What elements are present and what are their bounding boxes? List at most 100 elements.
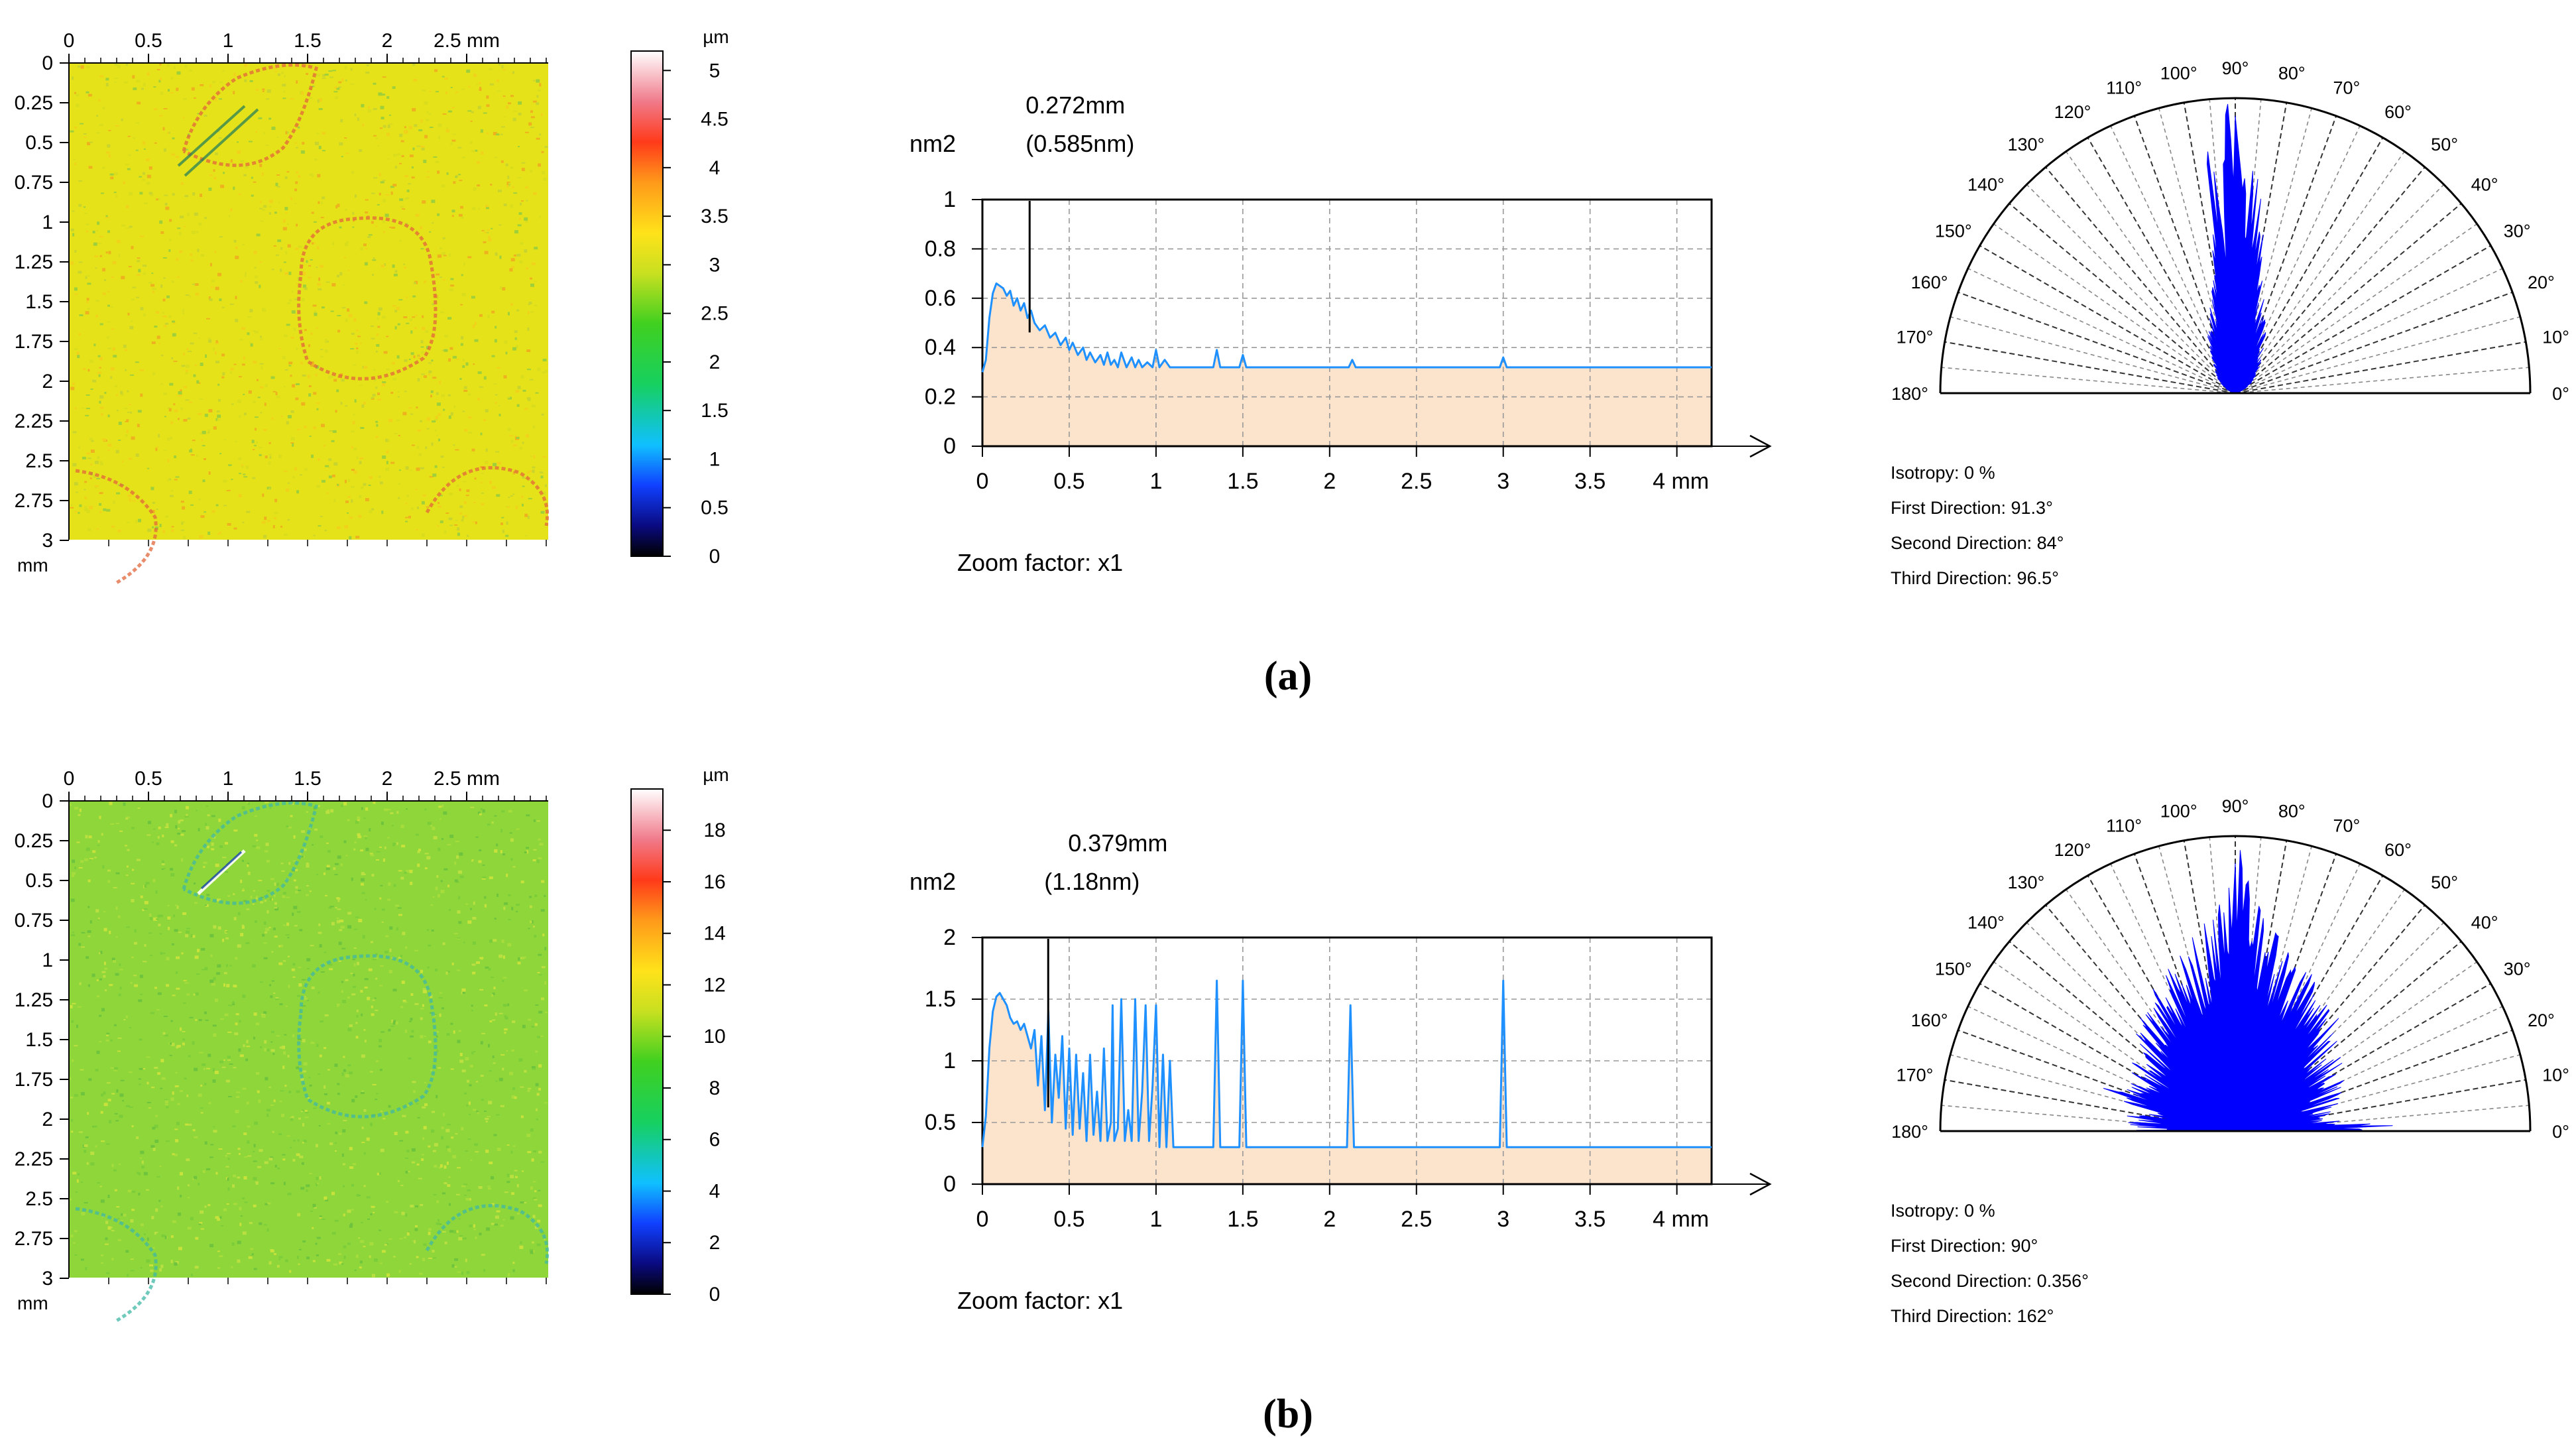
- height-map-speckle: [310, 1210, 314, 1212]
- height-map-speckle: [179, 250, 183, 253]
- height-map-speckle: [498, 405, 500, 406]
- height-map-speckle: [300, 150, 305, 154]
- height-map-speckle: [237, 399, 241, 403]
- height-map-speckle: [375, 1099, 378, 1101]
- height-map-speckle: [163, 108, 168, 109]
- height-map-speckle: [447, 394, 451, 396]
- height-map-speckle: [268, 206, 272, 208]
- height-map-speckle: [107, 144, 111, 148]
- height-map-speckle: [428, 1257, 432, 1259]
- height-map-speckle: [170, 490, 174, 492]
- height-map-speckle: [323, 1196, 327, 1200]
- height-map-speckle: [309, 97, 313, 99]
- height-map-speckle: [99, 503, 101, 506]
- height-map-speckle: [150, 284, 155, 287]
- height-map-speckle: [265, 843, 269, 847]
- height-map-speckle: [500, 1105, 504, 1107]
- height-map-speckle: [396, 419, 400, 422]
- height-map-speckle: [329, 76, 333, 78]
- height-map-speckle: [467, 1138, 471, 1140]
- height-map-speckle: [509, 832, 512, 834]
- height-map-speckle: [450, 284, 455, 287]
- height-map-speckle: [408, 1020, 412, 1022]
- height-map-speckle: [512, 1087, 516, 1090]
- height-map-speckle: [481, 1099, 484, 1101]
- height-map-speckle: [412, 295, 416, 298]
- height-map-speckle: [544, 146, 548, 149]
- height-map-speckle: [305, 1112, 309, 1114]
- height-map-speckle: [493, 463, 497, 467]
- psd-y-unit: nm2: [909, 868, 956, 895]
- height-map-speckle: [443, 811, 447, 815]
- height-map-speckle: [339, 920, 344, 923]
- rose-radial-line: [1979, 245, 2236, 394]
- height-map-speckle: [442, 279, 445, 281]
- height-map-speckle: [528, 122, 532, 126]
- height-map-speckle: [311, 986, 315, 989]
- height-map-speckle: [411, 1030, 414, 1033]
- height-map-speckle: [360, 849, 364, 852]
- height-map-speckle: [343, 1163, 345, 1166]
- height-map-speckle: [105, 1237, 108, 1240]
- height-map-speckle: [459, 378, 462, 380]
- height-map-speckle: [170, 421, 174, 424]
- height-map-speckle: [481, 1032, 485, 1034]
- psd-series-line: [981, 979, 1712, 1148]
- height-map-speckle: [106, 509, 111, 512]
- height-map-speckle: [297, 1139, 300, 1142]
- height-map-speckle: [363, 483, 367, 486]
- height-map-speckle: [398, 435, 400, 436]
- height-map-speckle: [415, 1225, 418, 1227]
- height-map-speckle: [481, 229, 485, 231]
- height-map-speckle: [125, 164, 129, 166]
- height-map-speckle: [81, 407, 86, 409]
- height-map-speckle: [369, 1255, 371, 1258]
- height-map-speckle: [377, 398, 382, 401]
- height-map-speckle: [420, 1204, 424, 1206]
- height-map-speckle: [230, 208, 233, 212]
- height-map-speckle: [314, 1206, 317, 1209]
- height-map-speckle: [109, 930, 111, 934]
- height-map-speckle: [495, 451, 500, 453]
- height-map-speckle: [365, 248, 368, 250]
- height-map-speckle: [436, 1095, 438, 1099]
- height-map-speckle: [335, 205, 338, 209]
- height-map-speckle: [174, 844, 178, 847]
- height-map-speckle: [405, 296, 408, 298]
- height-map-speckle: [390, 812, 394, 814]
- height-map-speckle: [126, 926, 131, 928]
- height-map-speckle: [404, 391, 407, 393]
- height-map-speckle: [294, 203, 297, 205]
- height-map-speckle: [182, 308, 185, 312]
- height-map-speckle: [371, 192, 375, 194]
- height-map-speckle: [504, 902, 508, 905]
- height-map-speckle: [405, 1130, 409, 1134]
- height-map-speckle: [341, 1153, 344, 1157]
- height-map-speckle: [297, 1038, 302, 1040]
- height-map-speckle: [339, 1132, 342, 1135]
- height-map-speckle: [223, 172, 225, 174]
- height-map-speckle: [345, 1074, 349, 1078]
- height-map-speckle: [132, 869, 135, 871]
- height-map-speckle: [110, 823, 115, 825]
- height-map-speckle: [264, 402, 266, 406]
- height-map-speckle: [435, 160, 439, 162]
- height-map-speckle: [279, 1046, 284, 1049]
- psd-frame: [981, 198, 1713, 448]
- height-map-speckle: [285, 131, 288, 135]
- height-map-speckle: [377, 326, 381, 328]
- height-map-speckle: [542, 371, 546, 374]
- rose-radial-line: [1979, 983, 2236, 1132]
- height-map-speckle: [73, 1242, 76, 1244]
- height-map-speckle: [195, 992, 199, 996]
- height-map-speckle: [182, 1002, 186, 1004]
- height-map-speckle: [86, 91, 89, 93]
- psd-y-tick-label: 0.6: [925, 286, 956, 311]
- height-map-speckle: [424, 1081, 426, 1083]
- height-map-speckle: [144, 943, 146, 947]
- height-map-speckle: [316, 365, 320, 369]
- height-map-speckle: [334, 1063, 338, 1067]
- height-map-speckle: [397, 1179, 400, 1182]
- height-map-speckle: [532, 1181, 536, 1183]
- height-map-speckle: [201, 969, 205, 971]
